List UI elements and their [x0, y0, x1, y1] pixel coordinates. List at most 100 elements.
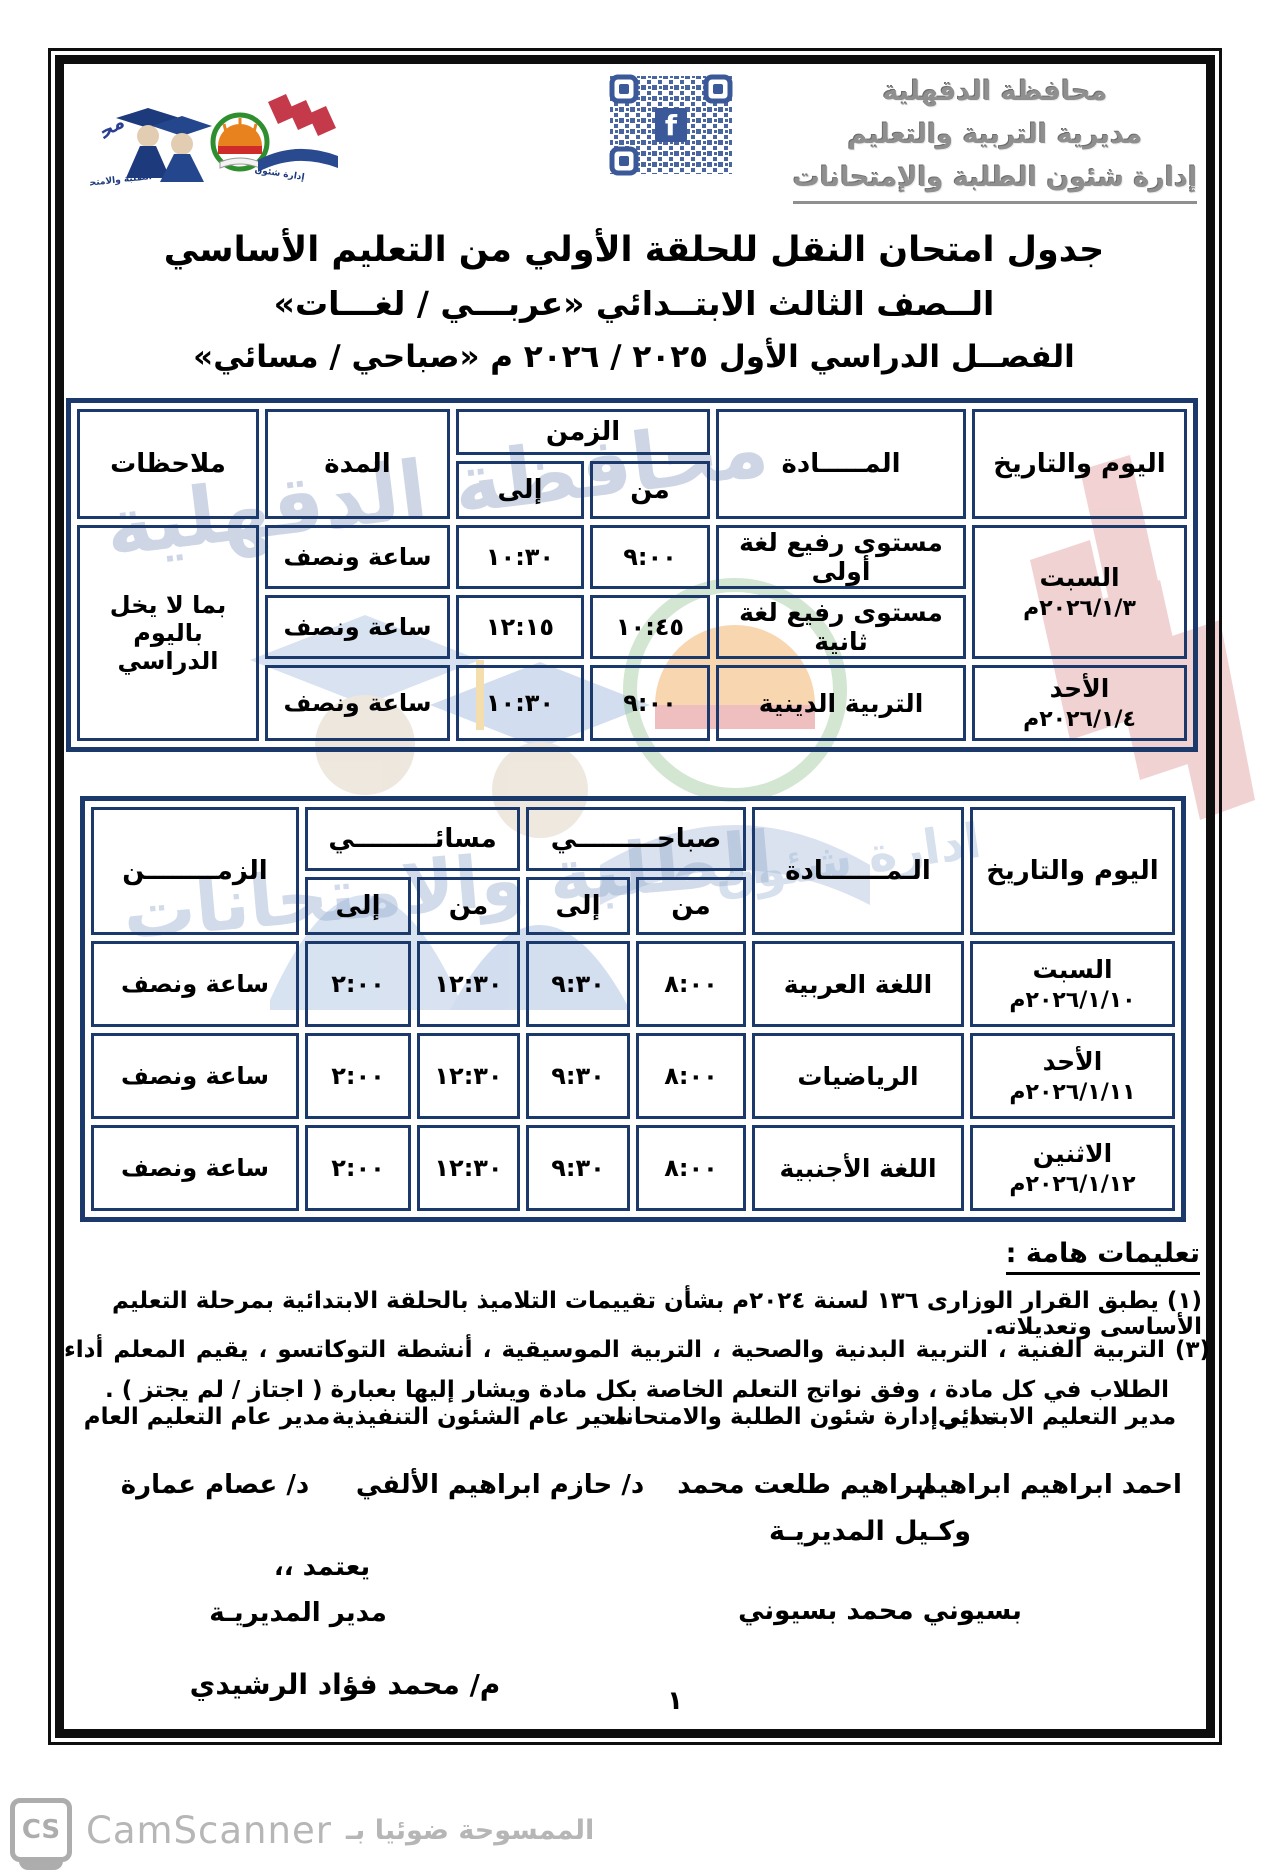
directorate-director-name: م/ محمد فؤاد الرشيدي [189, 1668, 501, 1701]
page-title: جدول امتحان النقل للحلقة الأولي من التعل… [163, 230, 1105, 270]
camscanner-footer: CS CamScanner الممسوحة ضوئيا بـ [10, 1798, 595, 1870]
cell-morning-to: ٩:٣٠ [526, 941, 630, 1027]
header-morning: صباحـــــــــي [526, 807, 746, 871]
day-name: الاثنين [1032, 1138, 1113, 1168]
approval-label: يعتمد ،، [273, 1552, 371, 1582]
signature-title-primary-education-director: مدير التعليم الابتدائي [937, 1404, 1177, 1430]
signature-title-students-affairs-director: مدير إدارة شئون الطلبة والامتحانات [593, 1404, 997, 1430]
governorate-logo: محافظة الدقهلية الطلبة والامتحانات إدارة… [90, 62, 338, 186]
logo-book-icon [258, 148, 338, 172]
cell-evening-from: ١٢:٣٠ [417, 1033, 520, 1119]
table-row: السبت ٢٠٢٦/١/٣م مستوى رفيع لغة أولى ٩:٠٠… [77, 525, 1187, 741]
logo-emblem-icon [210, 112, 270, 172]
header-notes: ملاحظات [77, 409, 259, 519]
cell-subject: الرياضيات [752, 1033, 964, 1119]
day-name: السبت [1039, 562, 1120, 592]
cell-duration: ساعة ونصف [91, 1033, 299, 1119]
page-number: ١ [667, 1686, 683, 1716]
cell-duration: ساعة ونصف [91, 941, 299, 1027]
cell-morning-to: ٩:٣٠ [526, 1033, 630, 1119]
instructions-heading: تعليمات هامة : [1005, 1238, 1200, 1275]
cell-subject: اللغة الأجنبية [752, 1125, 964, 1211]
cell-subject: مستوى رفيع لغة ثانية [716, 595, 966, 659]
header-time: الزمــــــــن [91, 807, 299, 935]
cell-morning-from: ٨:٠٠ [636, 1125, 746, 1211]
org-line-directorate: مديرية التربية والتعليم [847, 119, 1143, 151]
svg-text:محافظة الدقهلية: محافظة الدقهلية [90, 62, 128, 144]
deputy-directorate-name: بسيوني محمد بسيوني [738, 1596, 1022, 1626]
logo-graduates-icon [116, 108, 212, 182]
cell-duration: ساعة ونصف [265, 665, 450, 741]
cell-subject: مستوى رفيع لغة أولى [716, 525, 966, 589]
cell-duration: ساعة ونصف [265, 525, 450, 589]
header-subject: المـــــادة [716, 409, 966, 519]
exam-table-week2: اليوم والتاريخ الـمـــــــادة صباحــــــ… [80, 796, 1186, 1222]
cell-morning-from: ٨:٠٠ [636, 941, 746, 1027]
signature-name-1: احمد ابراهيم ابراهيم [918, 1470, 1182, 1500]
day-date: ٢٠٢٦/١/١١م [1009, 1079, 1136, 1105]
signature-name-2: ابراهيم طلعت محمد [677, 1470, 933, 1500]
table-row: السبت ٢٠٢٦/١/١٠م اللغة العربية ٨:٠٠ ٩:٣٠… [91, 941, 1175, 1027]
day-date: ٢٠٢٦/١/١٠م [1009, 987, 1136, 1013]
cell-evening-to: ٢:٠٠ [305, 1125, 411, 1211]
instruction-item-2: (٣) التربية الفنية ، التربية البدنية وال… [64, 1337, 1210, 1404]
exam-table-week1: اليوم والتاريخ المـــــادة الزمن المدة م… [66, 398, 1198, 752]
header-to: إلى [305, 877, 411, 935]
cell-subject: التربية الدينية [716, 665, 966, 741]
org-line-administration: إدارة شئون الطلبة والإمتحانات [792, 156, 1198, 204]
cell-day-date: السبت ٢٠٢٦/١/١٠م [970, 941, 1175, 1027]
cell-time-from: ٩:٠٠ [590, 525, 710, 589]
facebook-qr-code: f [609, 74, 733, 176]
document-frame-inner [55, 55, 1215, 1738]
header-day-date: اليوم والتاريخ [970, 807, 1175, 935]
cell-subject: اللغة العربية [752, 941, 964, 1027]
cell-time-to: ١٠:٣٠ [456, 665, 584, 741]
cell-evening-to: ٢:٠٠ [305, 941, 411, 1027]
day-name: السبت [1032, 954, 1113, 984]
logo-ribbons-icon [268, 94, 336, 136]
camscanner-logo-tab [19, 1860, 63, 1870]
cell-notes: بما لا يخل باليوم الدراسي [77, 525, 259, 741]
cell-duration: ساعة ونصف [265, 595, 450, 659]
signature-title-general-education-director: مدير عام التعليم العام [83, 1404, 331, 1430]
org-line-governorate: محافظة الدقهلية [882, 76, 1108, 107]
cell-day-date: الأحد ٢٠٢٦/١/٤م [972, 665, 1187, 741]
cell-evening-from: ١٢:٣٠ [417, 941, 520, 1027]
table-row: الأحد ٢٠٢٦/١/١١م الرياضيات ٨:٠٠ ٩:٣٠ ١٢:… [91, 1033, 1175, 1119]
table-row: مستوى رفيع لغة ثانية ١٠:٤٥ ١٢:١٥ ساعة ون… [77, 595, 1187, 659]
camscanner-brand: CamScanner [86, 1808, 332, 1852]
signature-name-3: د/ حازم ابراهيم الألفي [355, 1470, 645, 1500]
header-to: إلى [526, 877, 630, 935]
cell-time-to: ١٠:٣٠ [456, 525, 584, 589]
cell-time-to: ١٢:١٥ [456, 595, 584, 659]
header-duration: المدة [265, 409, 450, 519]
facebook-icon: f [655, 108, 687, 142]
header-evening: مسائـــــــــي [305, 807, 520, 871]
logo-caption-right: إدارة شئون [254, 165, 305, 183]
cell-morning-from: ٨:٠٠ [636, 1033, 746, 1119]
header-from: من [417, 877, 520, 935]
svg-text:f: f [665, 109, 678, 142]
cell-duration: ساعة ونصف [91, 1125, 299, 1211]
document-titles: جدول امتحان النقل للحلقة الأولي من التعل… [64, 230, 1204, 375]
day-name: الأحد [1049, 673, 1110, 703]
cell-evening-from: ١٢:٣٠ [417, 1125, 520, 1211]
cell-time-from: ٩:٠٠ [590, 665, 710, 741]
header-from: من [590, 461, 710, 519]
day-date: ٢٠٢٦/١/١٢م [1009, 1171, 1136, 1197]
table-row: الاثنين ٢٠٢٦/١/١٢م اللغة الأجنبية ٨:٠٠ ٩… [91, 1125, 1175, 1211]
letterhead-org-block: محافظة الدقهلية مديرية التربية والتعليم … [790, 70, 1200, 204]
camscanner-logo-letters: CS [21, 1815, 61, 1845]
logo-arc-text: محافظة الدقهلية [90, 62, 128, 144]
camscanner-arabic-label: الممسوحة ضوئيا بـ [345, 1814, 595, 1846]
signature-name-4: د/ عصام عمارة [120, 1470, 310, 1500]
deputy-directorate-title: وكـيل المديريـة [769, 1516, 971, 1547]
cell-day-date: السبت ٢٠٢٦/١/٣م [972, 525, 1187, 659]
day-name: الأحد [1042, 1046, 1103, 1076]
table-header-row: اليوم والتاريخ المـــــادة الزمن المدة م… [77, 409, 1187, 519]
cell-morning-to: ٩:٣٠ [526, 1125, 630, 1211]
table-subheader-row: من إلى [77, 461, 1187, 519]
signature-title-executive-affairs-director: مدير عام الشئون التنفيذية [331, 1404, 629, 1430]
header-subject: الـمـــــــادة [752, 807, 964, 935]
